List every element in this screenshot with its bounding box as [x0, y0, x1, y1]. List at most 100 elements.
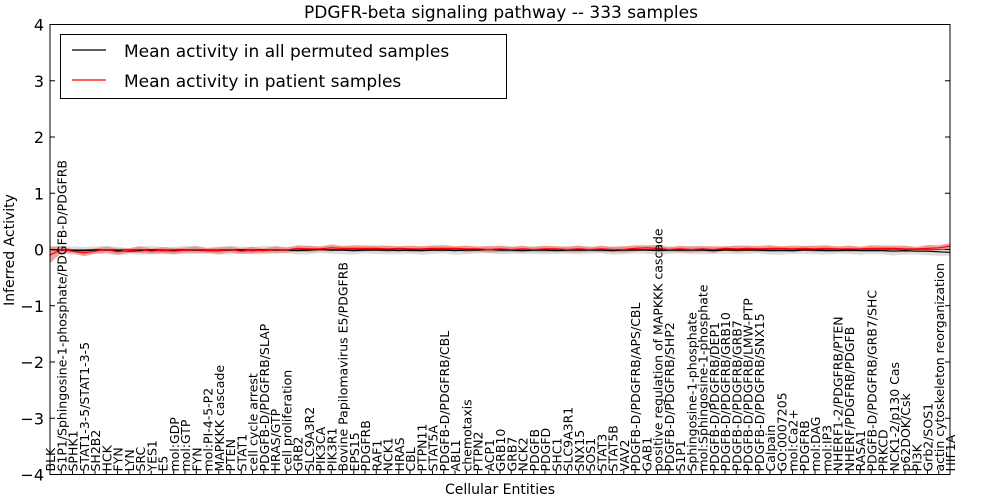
x-tick-label: PDGFB-D/PDGFRB/GRB7: [729, 320, 744, 471]
x-tick-label: SHC1: [549, 438, 564, 472]
x-tick-label: mol:IP3: [819, 425, 834, 472]
x-tick-label: GRB2: [291, 437, 306, 472]
x-tick-label: ACP1: [482, 439, 497, 472]
x-tick-label: positive regulation of MAPKKK cascade: [651, 228, 666, 471]
y-tick-label: −4: [20, 466, 44, 485]
x-tick-label: PTEN: [223, 439, 238, 471]
x-tick-label: SLC9A3R1: [561, 407, 576, 472]
x-tick-label: NHERF1-2/PDGFRB/PTEN: [831, 316, 846, 471]
x-tick-label: mol:Ca2+: [786, 409, 801, 471]
x-tick-label: PDGFD: [538, 428, 553, 472]
x-tick-label: PI3K: [909, 443, 924, 471]
series-lines: [49, 245, 951, 256]
x-tick-label: GRB7: [504, 437, 519, 472]
legend-label-patient: Mean activity in patient samples: [124, 72, 401, 92]
x-tick-label: FYN: [189, 447, 204, 471]
y-axis-ticks: −4 −3 −2 −1 0 1 2 3 4: [20, 16, 950, 485]
x-tick-label: actin cytoskeleton reorganization: [932, 263, 947, 472]
x-tick-label: STAT5A: [426, 425, 441, 472]
x-tick-label: PTPN11: [414, 424, 429, 472]
y-axis-label: Inferred Activity: [2, 194, 18, 306]
x-tick-label: STAT3: [594, 434, 609, 472]
x-tick-label: PDGFB-D/PDGFRB/APS/CBL: [628, 302, 643, 471]
x-tick-label: PDGFB-D/PDGFRB/SLAP: [257, 323, 272, 471]
x-tick-label: PDGFB-D/PDGFRB/SNX15: [752, 313, 767, 471]
y-tick-label: 4: [34, 16, 44, 35]
x-tick-label: PDGFB-D/PDGFRB/LMW-PTP: [741, 298, 756, 472]
legend: Mean activity in all permuted samples Me…: [60, 34, 507, 99]
x-tick-label: chemotaxis: [459, 399, 474, 471]
x-tick-label: E5: [156, 456, 171, 472]
x-tick-label: SRC: [133, 447, 148, 472]
x-axis-label: Cellular Entities: [445, 482, 555, 498]
x-tick-label: Sphingosine-1-phosphate: [684, 312, 699, 472]
series-line-patient: [49, 245, 951, 256]
x-tick-label: STAT1: [234, 434, 249, 472]
x-tick-label: GO:0007205: [774, 392, 789, 471]
x-tick-label: PTPN2: [471, 431, 486, 471]
x-tick-label: cell proliferation: [279, 370, 294, 472]
x-tick-label: PDGFB-D/PDGFRB/GRB7/SHC: [864, 290, 879, 472]
x-tick-label: Calpain: [763, 425, 778, 472]
x-tick-label: EPS15: [347, 432, 362, 471]
x-tick-label: mol:Sphingosine-1-phosphate: [696, 284, 711, 471]
x-tick-label: RASA1: [853, 430, 868, 471]
x-tick-label: RAF1: [369, 440, 384, 472]
x-tick-label: Grb2/SOS1: [921, 403, 936, 472]
x-tick-label: PDGFRB: [358, 420, 373, 471]
y-tick-label: 0: [34, 241, 44, 260]
x-tick-label: S1P1: [673, 440, 688, 471]
x-tick-label: SLC9A3R2: [302, 407, 317, 472]
x-tick-label: HCK: [99, 444, 114, 471]
y-tick-label: −2: [20, 353, 44, 372]
x-tick-label: PDGFRB: [797, 420, 812, 471]
x-tick-label: NHERF/PDGFRB/PDGFB: [842, 327, 857, 472]
x-tick-label: SOS1: [583, 438, 598, 472]
y-tick-label: −1: [20, 297, 44, 316]
x-tick-label: PDGFB-D/PDGFRB/SHP2: [662, 322, 677, 471]
x-tick-label: CBL: [403, 447, 418, 471]
x-tick-label: NCK1: [381, 437, 396, 471]
x-tick-label: YES1: [144, 440, 159, 472]
x-tick-label: PDGFB-D/PDGFRB/DEP1: [707, 322, 722, 472]
x-tick-label: PIK3R1: [324, 428, 339, 472]
x-tick-label: SNX15: [572, 430, 587, 472]
x-tick-label: NCK1-2/p130 Cas: [887, 362, 902, 472]
x-tick-label: PDGFB: [527, 429, 542, 472]
x-tick-label: PDGFB-D/PDGFRB/GRB10: [718, 312, 733, 471]
x-tick-label: SPHK1: [66, 430, 81, 471]
y-tick-label: 2: [34, 128, 44, 147]
x-tick-label: FYN: [111, 447, 126, 471]
x-axis-ticks: BLKS1P1/Sphingosine-1-phosphate/PDGFB-D/…: [43, 160, 958, 475]
x-tick-label: BLK: [43, 447, 58, 472]
x-tick-label: S1P1/Sphingosine-1-phosphate/PDGFB-D/PDG…: [54, 160, 69, 472]
x-tick-label: STAT5B: [606, 425, 621, 471]
x-tick-label: HRAS: [392, 437, 407, 471]
legend-label-permuted: Mean activity in all permuted samples: [124, 42, 449, 62]
x-tick-label: cell cycle arrest: [246, 373, 261, 471]
x-tick-label: GAB1: [639, 437, 654, 472]
x-tick-label: MAPKKK cascade: [212, 365, 227, 472]
x-tick-label: PRKCD: [876, 429, 891, 471]
x-tick-label: Bovine Papilomavirus E5/PDGFRB: [336, 262, 351, 471]
x-tick-label: HIF1A: [943, 434, 958, 471]
x-tick-label: mol:GTP: [178, 419, 193, 471]
legend-box: [60, 34, 507, 99]
x-tick-label: VAV2: [617, 440, 632, 472]
x-tick-label: NCK2: [516, 437, 531, 471]
x-tick-label: PDGFB-D/PDGFRB/CBL: [437, 331, 452, 472]
chart-title: PDGFR-beta signaling pathway -- 333 samp…: [304, 3, 698, 23]
y-tick-label: 3: [34, 72, 44, 91]
x-tick-label: mol:PI-4-5-P2: [201, 388, 216, 472]
x-tick-label: LYN: [122, 449, 137, 471]
x-tick-label: GRB10: [493, 429, 508, 472]
x-tick-label: PIK3CA: [313, 426, 328, 471]
x-tick-label: ABL1: [448, 439, 463, 471]
x-tick-label: mol:DAG: [808, 417, 823, 472]
x-tick-label: SH2B2: [88, 430, 103, 472]
y-tick-label: −3: [20, 409, 44, 428]
x-tick-label: p62DOK/Csk: [898, 393, 913, 472]
x-tick-label: mol:GDP: [167, 417, 182, 472]
y-tick-label: 1: [34, 184, 44, 203]
